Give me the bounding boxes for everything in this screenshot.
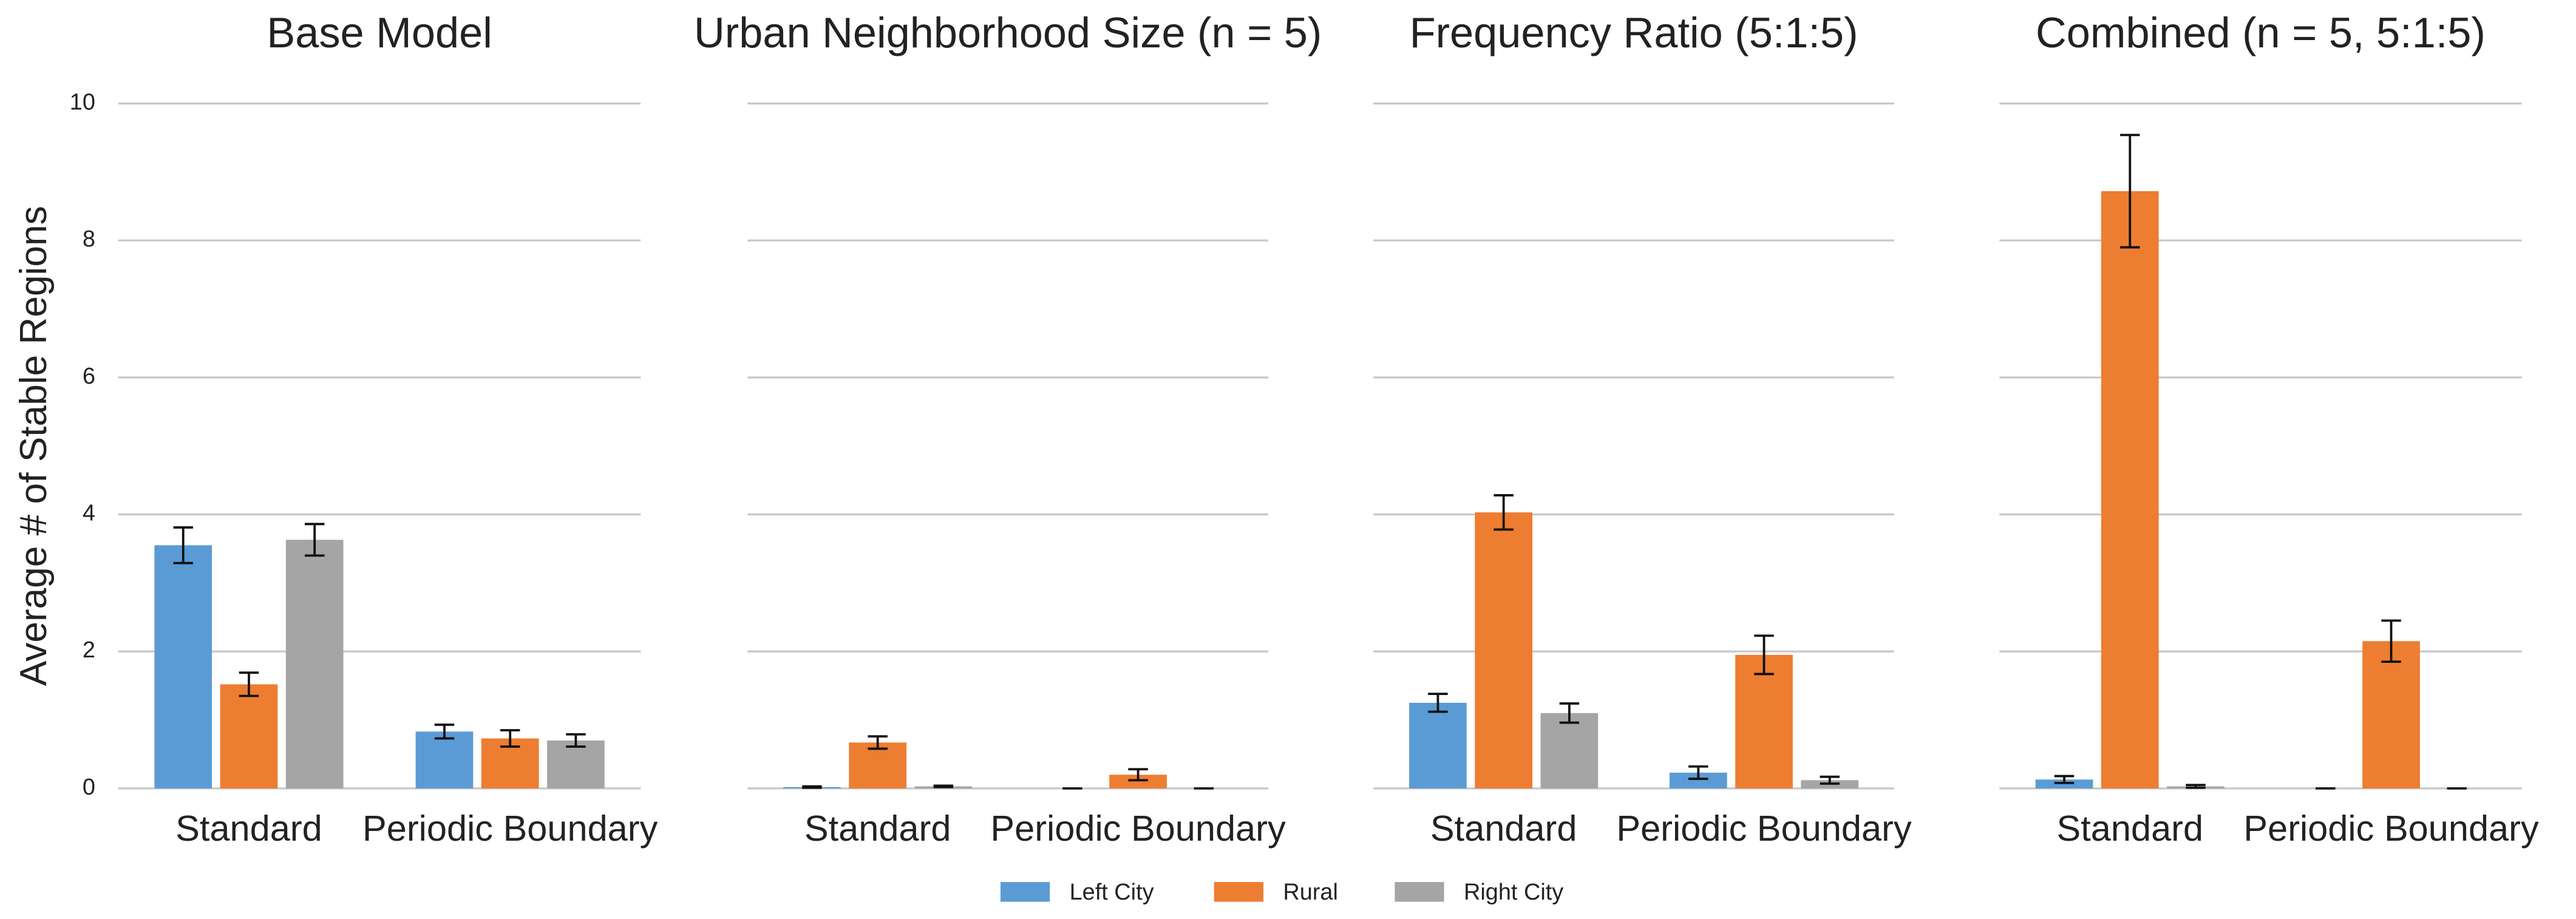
bar [154,545,212,788]
error-bar [566,733,586,748]
bar [1109,775,1167,788]
error-bar [173,526,193,565]
error-bar [1494,494,1514,531]
error-bar [933,784,954,788]
panel-title: Frequency Ratio (5:1:5) [1410,8,1858,56]
x-tick-label: Standard [804,808,951,849]
panel-title: Base Model [267,8,492,56]
error-bar [304,523,325,557]
y-tick-label: 4 [83,501,95,526]
bar [1540,713,1599,788]
error-bar [802,785,822,789]
error-bar [239,671,259,697]
legend-swatch [1000,882,1050,902]
legend-label: Left City [1070,880,1154,905]
panel-title: Urban Neighborhood Size (n = 5) [694,8,1322,56]
y-axis-label: Average # of Stable Regions [13,206,55,686]
y-tick-label: 8 [83,226,95,252]
error-bar [868,735,888,750]
error-bar [500,729,520,748]
error-bar [1559,702,1580,724]
panel-title: Combined (n = 5, 5:1:5) [2036,8,2486,56]
bar [285,540,344,788]
bar [220,684,278,788]
error-bar [2054,775,2075,784]
bar [1735,654,1793,788]
y-tick-label: 10 [70,89,95,115]
bar [2101,191,2159,788]
legend-label: Rural [1283,880,1338,905]
bar [1475,512,1533,788]
bar [849,742,907,788]
error-bar [1128,768,1148,782]
y-tick-label: 6 [83,364,95,389]
bar [1409,702,1467,788]
x-tick-label: Standard [2057,808,2204,849]
error-bar [1688,765,1708,780]
error-bar [1754,634,1774,676]
error-bar [1820,775,1840,785]
y-tick-label: 0 [83,775,95,800]
x-tick-label: Standard [175,808,322,849]
error-bar [434,724,455,740]
error-bar [2186,784,2206,789]
x-tick-label: Periodic Boundary [362,808,658,849]
error-bar [2120,134,2140,249]
x-tick-label: Periodic Boundary [990,808,1286,849]
legend-swatch [1395,882,1444,902]
bar [547,740,605,788]
x-tick-label: Periodic Boundary [1616,808,1912,849]
bar [2362,641,2420,788]
error-bar [1428,693,1448,713]
bar [415,731,474,788]
x-tick-label: Periodic Boundary [2243,808,2539,849]
legend-swatch [1214,882,1263,902]
y-tick-label: 2 [83,637,95,663]
error-bar [2381,619,2401,663]
legend-label: Right City [1464,880,1563,905]
x-tick-label: Standard [1430,808,1577,849]
